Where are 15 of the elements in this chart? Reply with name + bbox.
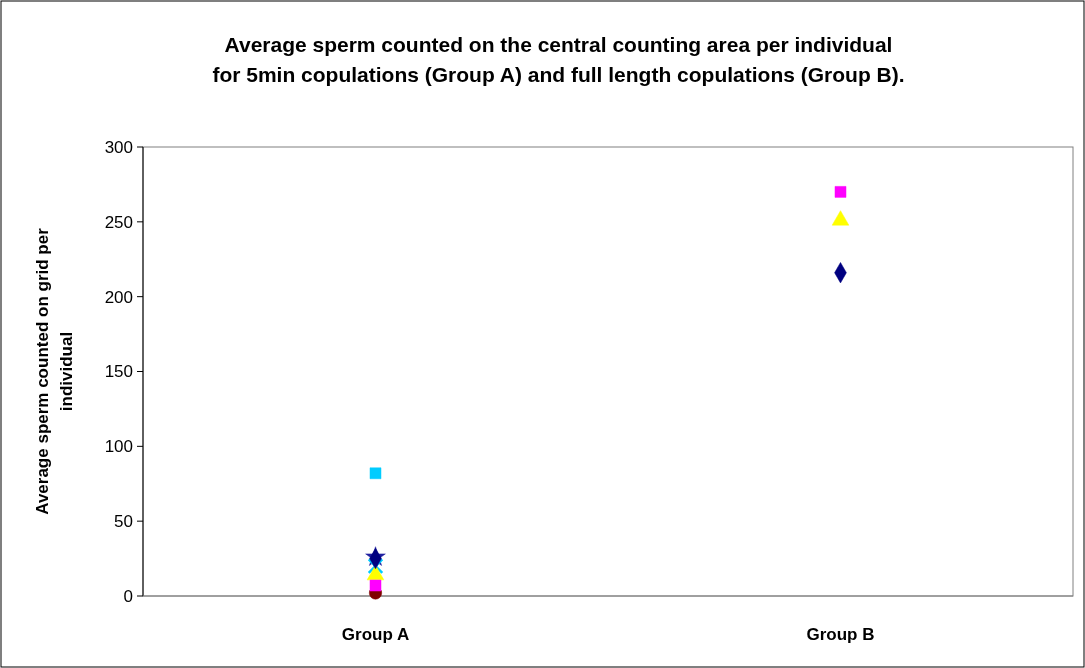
y-axis-title: Average sperm counted on grid per individual [33,227,76,515]
chart-title: Average sperm counted on the central counting area per individual for 5min copulations (Group A) and full length copulations (Group B). [212,33,905,86]
y-tick-label: 100 [104,437,133,457]
point [367,558,384,575]
point [369,579,382,592]
point [834,186,847,198]
y-tick-label: 250 [104,212,133,232]
y-tick-label: 0 [123,586,133,606]
x-tick-label: Group B [806,625,875,644]
y-tick-label: 50 [114,512,133,532]
y-tick-label: 300 [104,137,133,157]
y-tick-label: 200 [104,287,133,307]
y-tick-label: 150 [104,362,133,382]
x-tick-label: Group A [341,625,410,644]
point [369,467,382,480]
